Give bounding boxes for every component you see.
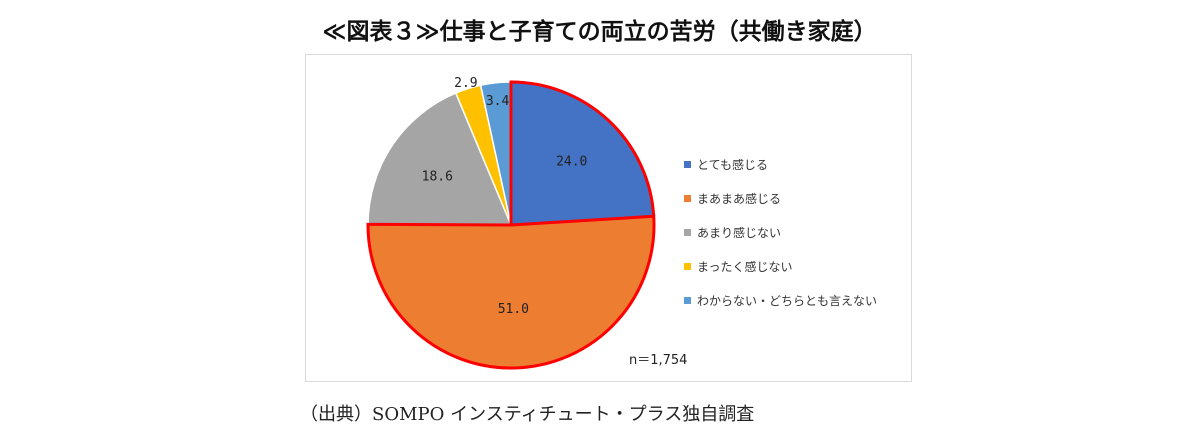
legend-item: とても感じる <box>684 147 877 181</box>
data-label-2: 51.0 <box>498 302 529 317</box>
source-note: （出典）SOMPO インスティチュート・プラス独自調査 <box>300 404 755 425</box>
data-label-4: 2.9 <box>454 76 477 91</box>
legend-swatch <box>684 228 691 236</box>
legend-label: まったく感じない <box>697 259 793 274</box>
pie-slice-3 <box>367 92 513 226</box>
pie-chart: 24.0 51.0 18.6 2.9 3.4 <box>366 76 656 370</box>
legend-item: あまり感じない <box>684 215 877 249</box>
chart-title: ≪図表３≫仕事と子育ての両立の苦労（共働き家庭） <box>322 19 877 45</box>
highlight-outline <box>509 80 656 225</box>
data-label-3: 18.6 <box>422 170 453 185</box>
legend-swatch <box>684 160 691 168</box>
legend-swatch <box>684 194 691 202</box>
pie-slice-highlight-2 <box>366 214 656 370</box>
legend-item: まあまあ感じる <box>684 181 877 215</box>
legend-item: まったく感じない <box>684 249 877 283</box>
sample-size-label: n＝1,754 <box>629 353 688 368</box>
legend-swatch <box>684 296 691 304</box>
data-label-1: 24.0 <box>556 154 587 169</box>
legend-label: あまり感じない <box>697 225 782 240</box>
legend-label: とても感じる <box>697 157 769 172</box>
pie-slice-2 <box>367 215 655 369</box>
legend-label: まあまあ感じる <box>697 191 782 206</box>
legend-item: わからない・どちらとも言えない <box>684 283 877 317</box>
data-label-5: 3.4 <box>486 94 510 109</box>
chart-area: 24.0 51.0 18.6 2.9 3.4 とても感じる まあまあ感じる あまり感じないま… <box>305 54 912 382</box>
legend-swatch <box>684 262 691 270</box>
legend-label: わからない・どちらとも言えない <box>697 293 878 308</box>
legend: とても感じる まあまあ感じる あまり感じない まったく感じないわからない・どちらとも言… <box>684 147 877 317</box>
